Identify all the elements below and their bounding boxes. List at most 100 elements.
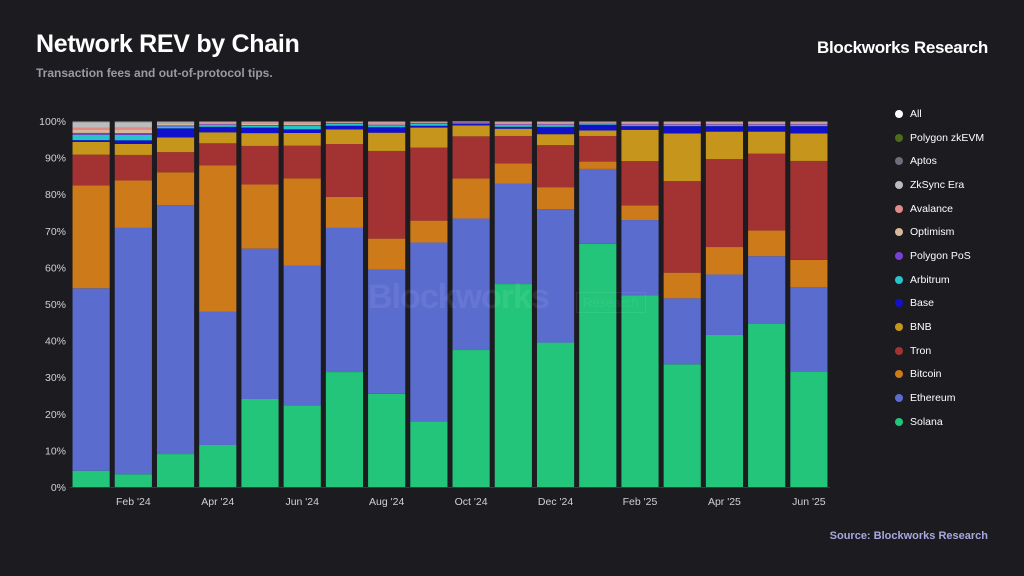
bar-segment-base[interactable] [536,126,575,135]
bar-segment-tron[interactable] [114,154,152,181]
bar-segment-arbitrum[interactable] [410,123,448,126]
bar-segment-avalance[interactable] [790,122,828,124]
bar-segment-aptos[interactable] [72,121,110,123]
bar-segment-arbitrum[interactable] [325,123,364,126]
legend-item-bitcoin[interactable]: Bitcoin [895,363,984,387]
bar-segment-bnb[interactable] [621,129,659,162]
bar-segment-solana[interactable] [241,398,279,487]
bar-segment-optimism[interactable] [790,123,828,125]
bar-segment-avalance[interactable] [114,127,152,130]
bar-segment-ethereum[interactable] [114,227,152,475]
bar-segment-optimism[interactable] [156,123,195,126]
bar-segment-optimism[interactable] [579,122,617,124]
bar-segment-solana[interactable] [114,474,152,487]
bar-segment-bnb[interactable] [368,132,406,151]
bar-segment-polygon-pos[interactable] [494,124,532,126]
bar-segment-bitcoin[interactable] [368,238,406,270]
bar-segment-solana[interactable] [283,405,321,487]
bar-segment-zksync-era[interactable] [199,121,237,123]
bar-segment-solana[interactable] [748,323,786,487]
bar-segment-zksync-era[interactable] [536,121,575,123]
bar-segment-arbitrum[interactable] [663,125,701,127]
bar-segment-polygon-pos[interactable] [114,133,152,135]
bar-segment-zksync-era[interactable] [663,121,701,123]
bar-segment-bnb[interactable] [663,133,701,182]
bar-segment-solana[interactable] [410,421,448,487]
bar-segment-bnb[interactable] [72,141,110,155]
bar-segment-zksync-era[interactable] [114,122,152,128]
bar-segment-optimism[interactable] [283,123,321,125]
bar-segment-ethereum[interactable] [156,205,195,455]
bar-segment-avalance[interactable] [494,122,532,124]
bar-segment-bitcoin[interactable] [705,247,744,275]
bar-segment-avalance[interactable] [705,122,744,124]
bar-segment-optimism[interactable] [705,123,744,125]
bar-segment-tron[interactable] [410,147,448,221]
legend-item-bnb[interactable]: BNB [895,315,984,339]
bar-segment-polygon-pos[interactable] [663,124,701,126]
bar-segment-ethereum[interactable] [621,220,659,296]
bar-segment-solana[interactable] [705,334,744,487]
bar-segment-bitcoin[interactable] [72,185,110,289]
bar-segment-base[interactable] [241,127,279,134]
bar-segment-optimism[interactable] [621,123,659,125]
bar-segment-base[interactable] [72,140,110,142]
bar-segment-ethereum[interactable] [410,242,448,422]
bar-segment-tron[interactable] [748,153,786,231]
bar-segment-ethereum[interactable] [325,227,364,373]
bar-segment-tron[interactable] [241,145,279,185]
bar-segment-ethereum[interactable] [494,183,532,285]
bar-segment-optimism[interactable] [241,123,279,126]
bar-segment-bnb[interactable] [156,137,195,153]
bar-segment-avalance[interactable] [748,122,786,124]
bar-segment-tron[interactable] [368,150,406,239]
bar-segment-bnb[interactable] [452,125,490,137]
legend-item-solana[interactable]: Solana [895,410,984,434]
legend-item-polygon-zkevm[interactable]: Polygon zkEVM [895,126,984,150]
bar-segment-zksync-era[interactable] [494,121,532,123]
bar-segment-base[interactable] [621,126,659,130]
bar-segment-solana[interactable] [325,372,364,487]
bar-segment-zksync-era[interactable] [241,121,279,123]
bar-segment-base[interactable] [663,126,701,134]
bar-segment-bitcoin[interactable] [241,184,279,249]
bar-segment-bnb[interactable] [705,131,744,160]
bar-segment-optimism[interactable] [114,129,152,134]
bar-segment-zksync-era[interactable] [72,122,110,128]
bar-segment-polygon-pos[interactable] [283,124,321,126]
bar-segment-base[interactable] [199,126,237,133]
bar-segment-avalance[interactable] [621,122,659,124]
bar-segment-ethereum[interactable] [663,298,701,365]
bar-segment-zksync-era[interactable] [790,121,828,123]
bar-segment-ethereum[interactable] [199,311,237,445]
bar-segment-base[interactable] [156,128,195,138]
bar-segment-arbitrum[interactable] [705,125,744,127]
bar-segment-tron[interactable] [663,181,701,273]
bar-segment-bnb[interactable] [790,133,828,161]
bar-segment-avalance[interactable] [241,122,279,124]
legend-item-tron[interactable]: Tron [895,339,984,363]
bar-segment-base[interactable] [368,127,406,133]
bar-segment-bitcoin[interactable] [199,165,237,312]
legend-item-optimism[interactable]: Optimism [895,220,984,244]
bar-segment-zksync-era[interactable] [579,121,617,123]
bar-segment-solana[interactable] [663,364,701,487]
bar-segment-ethereum[interactable] [452,218,490,351]
bar-segment-avalance[interactable] [72,127,110,130]
bar-segment-polygon-pos[interactable] [72,132,110,135]
legend-item-avalance[interactable]: Avalance [895,197,984,221]
bar-segment-polygon-pos[interactable] [241,125,279,126]
legend-item-zksync-era[interactable]: ZkSync Era [895,173,984,197]
bar-segment-bitcoin[interactable] [325,196,364,228]
bar-segment-solana[interactable] [621,295,659,487]
bar-segment-solana[interactable] [494,284,532,487]
bar-segment-zksync-era[interactable] [368,121,406,123]
bar-segment-polygon-pos[interactable] [748,124,786,126]
bar-segment-bitcoin[interactable] [283,178,321,266]
bar-segment-zksync-era[interactable] [705,121,744,123]
bar-segment-arbitrum[interactable] [621,125,659,127]
bar-segment-bnb[interactable] [325,129,364,144]
bar-segment-base[interactable] [325,125,364,130]
bar-segment-base[interactable] [452,123,490,126]
bar-segment-bitcoin[interactable] [748,230,786,257]
